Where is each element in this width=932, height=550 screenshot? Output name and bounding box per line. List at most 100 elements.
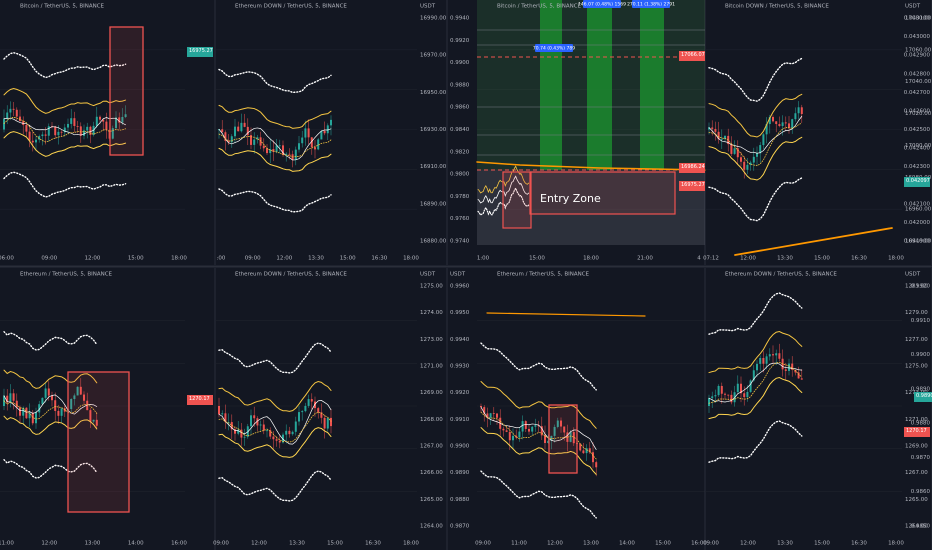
entry-zone [529, 171, 676, 215]
y2-tick-label: 0.042000 [904, 220, 931, 226]
y2-tick-label: 0.9850 [911, 524, 931, 530]
y-tick-label: 1265.00 [420, 497, 443, 503]
candle-body [720, 138, 723, 140]
y-tick-label: 1269.00 [420, 390, 443, 396]
candle-body [588, 448, 591, 453]
price-tag-label: 16986.24 [681, 164, 705, 170]
candle-body [740, 157, 742, 162]
upper-band [3, 330, 98, 351]
x-tick-label: 13:00 [85, 541, 101, 547]
y-tick-label: 0.9920 [450, 390, 470, 396]
candle-body [288, 430, 291, 435]
y2-tick-label: 0.042300 [904, 164, 931, 170]
y-tick-label: 16880.00 [420, 239, 447, 245]
candle-body [105, 121, 108, 130]
candle-body [240, 429, 243, 438]
candle-body [275, 145, 278, 152]
highlight-box [109, 26, 144, 156]
x-tick-label: 13:30 [308, 256, 324, 262]
ma-mid [3, 400, 98, 420]
candle-body [86, 126, 89, 131]
y2-tick-label: 0.042900 [904, 53, 931, 59]
x-tick-label: 14:00 [619, 541, 635, 547]
x-tick-label: 1:00 [477, 256, 490, 262]
candle-body [531, 426, 534, 432]
x-tick-label: 13:00 [583, 541, 599, 547]
candle-body [89, 126, 92, 135]
y-tick-label: 1279.00 [905, 310, 928, 316]
candle-body [304, 405, 307, 412]
y-tick-label: 1281.00 [905, 284, 928, 290]
x-tick-label: 15:00 [128, 256, 144, 262]
y-tick-label: 1267.00 [905, 470, 928, 476]
y2-tick-label: 0.042100 [904, 201, 931, 207]
candle-body [256, 418, 259, 426]
candle-body [44, 388, 47, 398]
candle-body [25, 125, 28, 132]
candle-body [489, 413, 492, 418]
y-tick-label: 0.9950 [450, 310, 470, 316]
candle-body [67, 123, 69, 128]
candle-body [243, 122, 246, 127]
candle-body [778, 353, 781, 359]
stat-label: 146.07 (0.48%) 1569 [578, 2, 626, 8]
candle-body [534, 425, 537, 427]
x-tick-label: 16:30 [851, 541, 867, 547]
candle-body [544, 435, 546, 444]
candle-body [28, 412, 31, 419]
x-tick-label: 15:00 [814, 541, 830, 547]
y-tick-label: 1273.00 [420, 337, 443, 343]
candle-body [714, 395, 717, 397]
ma-lower [708, 377, 803, 420]
y-tick-label: 0.9910 [450, 417, 470, 423]
upper-band [480, 342, 597, 391]
y2-tick-label: 0.042600 [904, 108, 931, 114]
chart-title: Ethereum / TetherUS, 5, BINANCE [497, 272, 590, 278]
candle-body [746, 391, 749, 398]
candle-body [563, 426, 566, 433]
candle-body [259, 424, 262, 426]
candle-body [749, 380, 752, 392]
candle-body [95, 116, 98, 126]
candle-body [492, 413, 495, 415]
candle-body [314, 147, 316, 150]
candle-body [486, 413, 489, 418]
candle-body [227, 140, 230, 143]
candle-body [797, 372, 800, 379]
stat-label: 270.11 (1.38%) 2791 [627, 2, 675, 8]
x-tick-label: 06:00 [0, 256, 14, 262]
ma-lower [3, 415, 98, 435]
candle-body [224, 132, 227, 141]
candle-body [253, 139, 256, 145]
x-tick-label: 15:00 [814, 256, 830, 262]
x-tick-label: 07:12 [703, 256, 719, 262]
ma-mid [3, 116, 126, 143]
candle-body [330, 119, 332, 126]
y2-tick-label: 0.9920 [911, 284, 931, 290]
price-tag [679, 51, 705, 61]
price-tag-label: 0.042097 [906, 178, 930, 184]
candle-body [528, 428, 530, 432]
y-tick-label: 1277.00 [905, 337, 928, 343]
candle-body [124, 114, 127, 117]
stat-label: 70.74 (0.43%) 789 [533, 46, 575, 52]
axis-unit: USDT [420, 4, 436, 10]
candle-body [320, 130, 323, 140]
candle-body [330, 417, 332, 427]
price-tag [904, 427, 930, 437]
candle-body [256, 137, 259, 140]
candle-body [720, 385, 723, 394]
x-tick-label: 21:00 [637, 256, 653, 262]
candle-body [19, 407, 21, 416]
candle-body [73, 118, 76, 127]
y-tick-label: 0.9860 [450, 105, 470, 111]
candle-body [3, 118, 5, 130]
y-tick-label: 17060.00 [905, 47, 932, 53]
candle-body [38, 136, 41, 140]
candle-body [572, 432, 575, 444]
price-tag-label: 16975.27 [681, 182, 705, 188]
candle-body [724, 135, 726, 139]
candle-body [259, 137, 262, 146]
candle-body [83, 130, 85, 136]
candle-body [272, 149, 275, 152]
